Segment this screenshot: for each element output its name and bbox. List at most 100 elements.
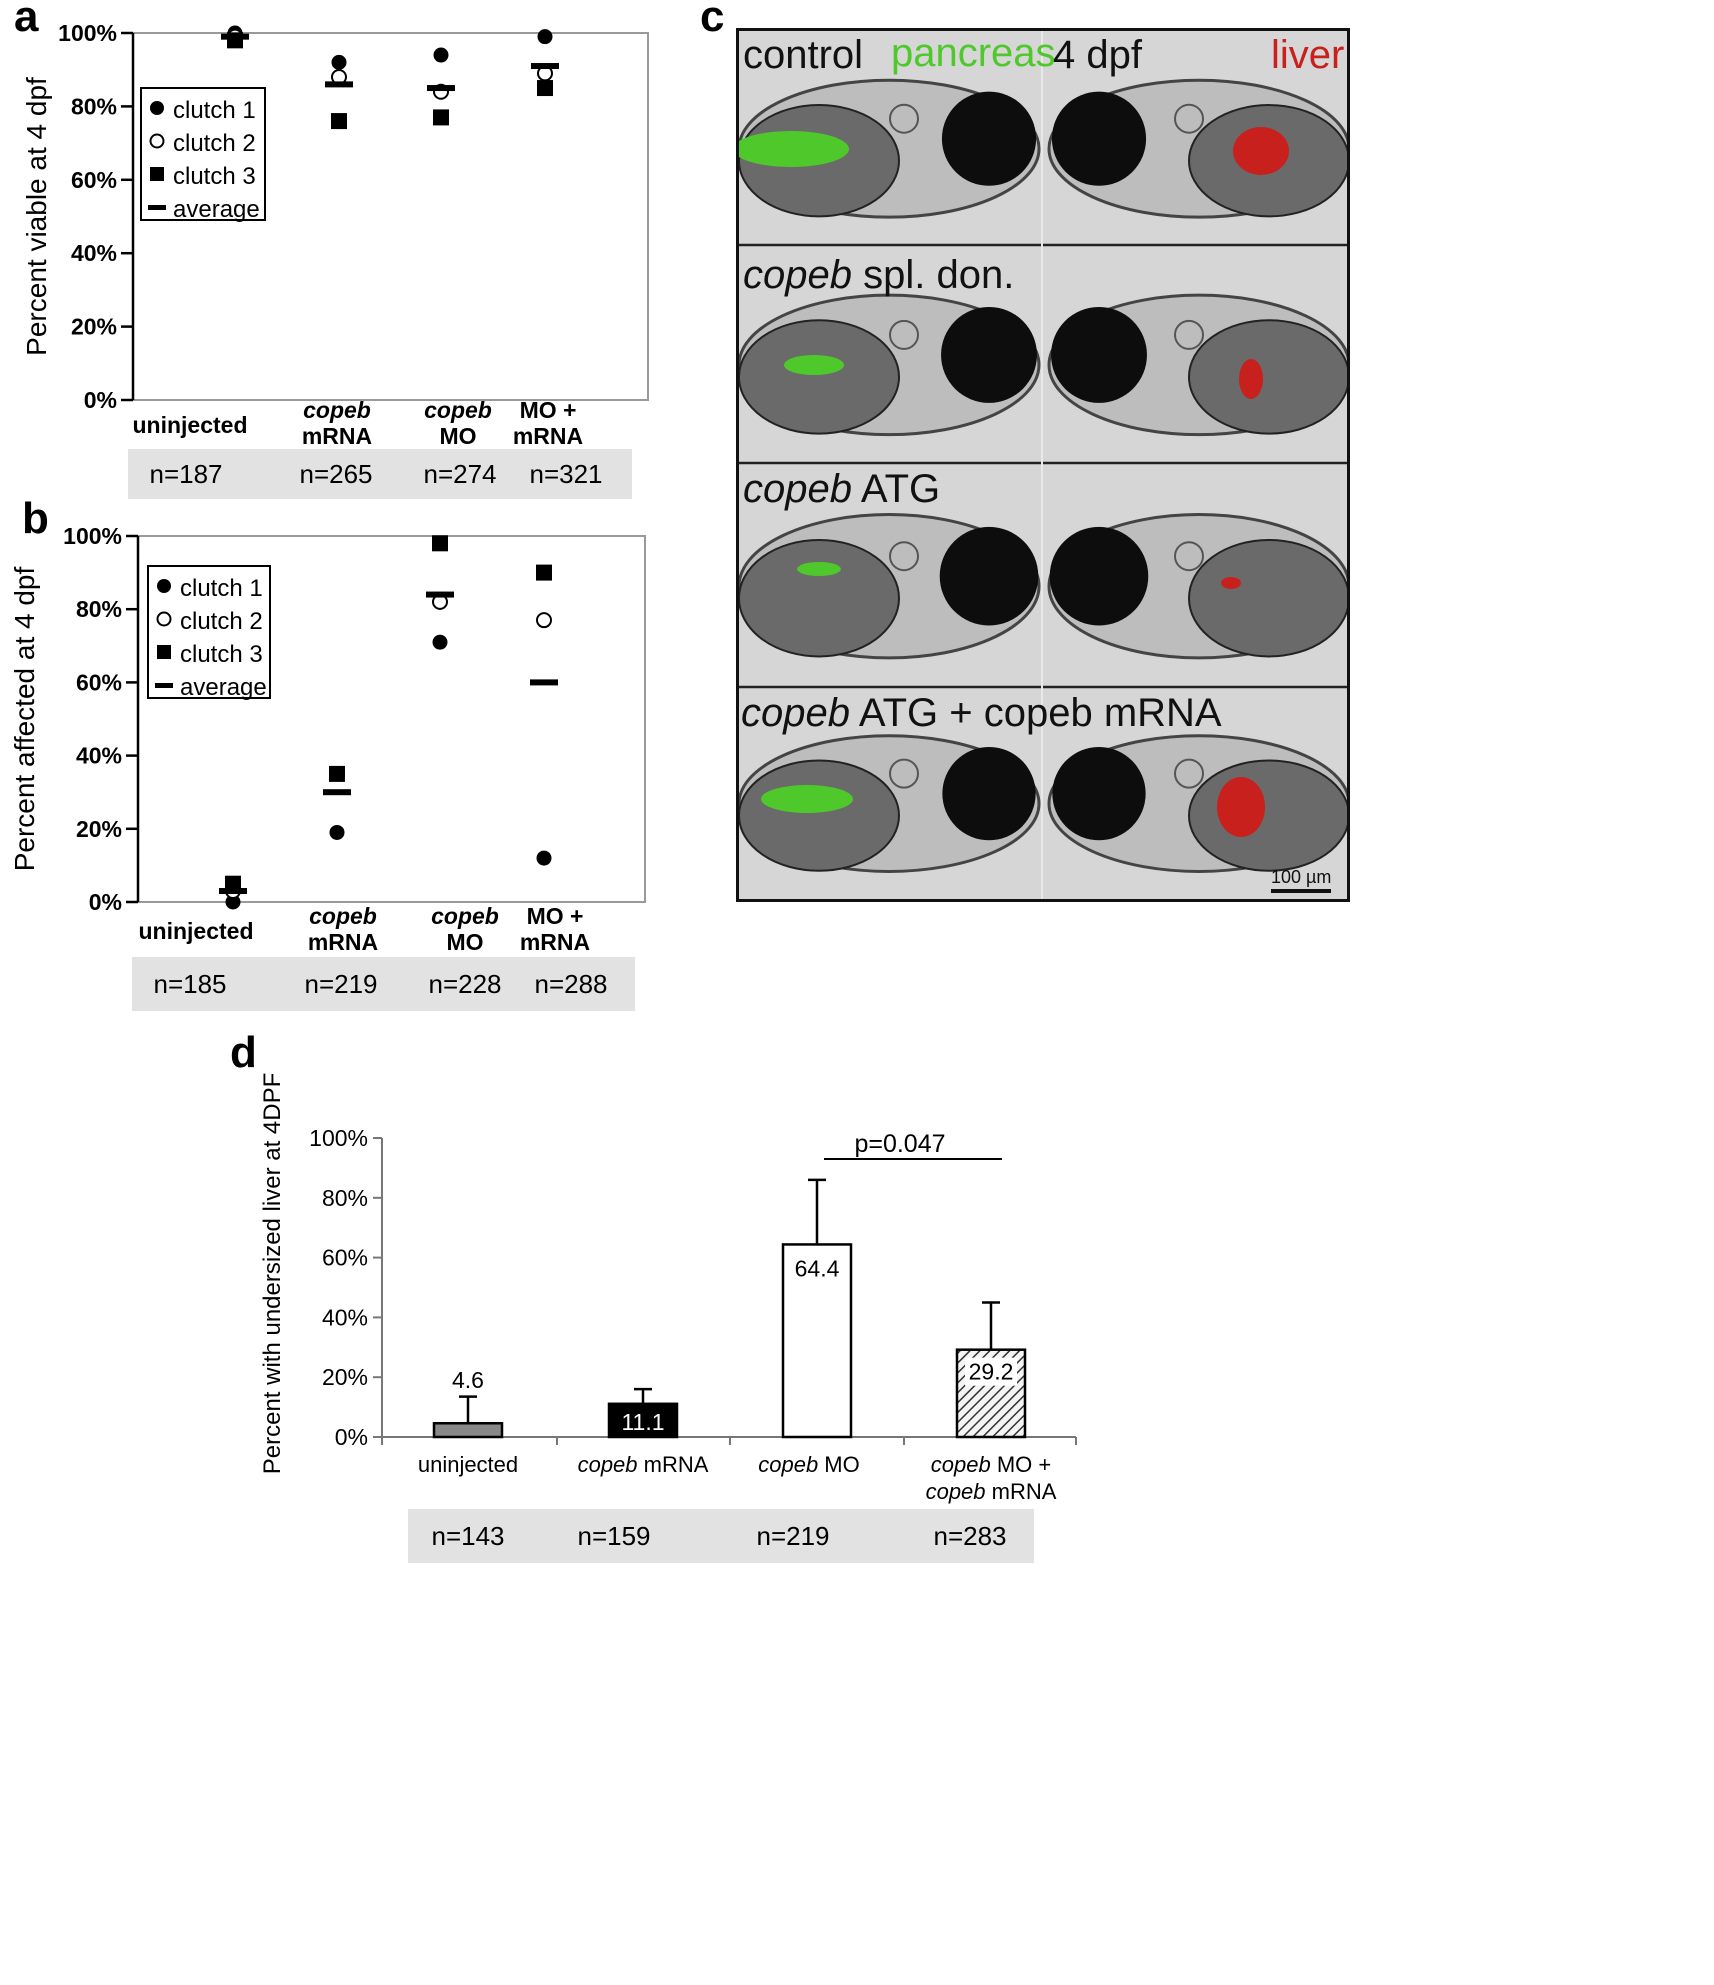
legend-label: clutch 2: [173, 130, 256, 157]
category-label-part: MO: [818, 1452, 860, 1477]
category-label: uninjected: [418, 1452, 518, 1477]
legend-label: clutch 1: [180, 575, 263, 602]
category-label-part: uninjected: [418, 1452, 518, 1477]
y-tick-label: 40%: [322, 1304, 368, 1330]
category-label: uninjected: [138, 918, 253, 944]
data-point-average: [531, 63, 559, 70]
image-row-label-3: copeb ATG + copeb mRNA: [741, 691, 1222, 736]
data-point-clutch-3: [331, 113, 347, 130]
row-3-treatment: ATG + copeb mRNA: [849, 691, 1222, 735]
liver-overlay-spl-don: [1239, 359, 1263, 399]
chart-d-undersized-liver: 0% 20% 40% 60% 80% 100% Percent with undersize…: [259, 1073, 1077, 1563]
y-tick-label: 80%: [322, 1185, 368, 1211]
embryo-right-yolk: [1188, 319, 1347, 435]
y-tick-label: 0%: [84, 387, 117, 413]
embryo-image-grid: [739, 31, 1347, 899]
data-point-clutch-3: [432, 535, 448, 552]
data-point-clutch-3: [329, 765, 345, 782]
y-tick-label: 80%: [76, 596, 122, 622]
category-label-part: MO +: [991, 1452, 1052, 1477]
category-label: MO +: [527, 903, 584, 929]
y-tick-label: 0%: [89, 889, 122, 915]
control-label: control: [743, 33, 864, 77]
liver-overlay-atg: [1221, 577, 1241, 589]
embryo-left-yolk: [739, 319, 900, 435]
data-point-clutch-3: [536, 564, 552, 581]
row-3-gene: copeb: [741, 691, 850, 735]
liver-overlay-control: [1233, 127, 1289, 175]
y-tick-label: 20%: [71, 314, 117, 340]
scale-bar-line: [1271, 889, 1331, 893]
legend-marker-clutch-1: [150, 101, 164, 115]
embryo-left-otic-vesicle: [889, 103, 919, 134]
embryo-right-eye: [1049, 526, 1149, 626]
liver-overlay-rescue: [1217, 777, 1265, 837]
legend-label: average: [173, 196, 260, 223]
pancreas-overlay-rescue: [761, 785, 853, 813]
legend-marker-clutch-1: [157, 579, 171, 593]
y-tick-label: 40%: [76, 743, 122, 769]
category-label: MO +: [520, 397, 577, 423]
legend-label: clutch 2: [180, 608, 263, 635]
data-point-average: [221, 33, 249, 40]
n-count: n=159: [577, 1521, 650, 1551]
embryo-right-otic-vesicle: [1174, 758, 1204, 789]
y-axis-label: Percent affected at 4 dpf: [9, 566, 40, 871]
pancreas-overlay-control: [739, 131, 849, 167]
n-count: n=143: [431, 1521, 504, 1551]
category-label: mRNA: [302, 423, 372, 449]
embryo-right-otic-vesicle: [1174, 541, 1204, 572]
data-point-average: [323, 789, 351, 796]
embryo-right-yolk: [1188, 759, 1347, 872]
n-table: [128, 449, 632, 499]
panel-letter-a: a: [14, 0, 39, 41]
category-label: copeb: [424, 397, 492, 423]
y-tick-label: 40%: [71, 240, 117, 266]
n-count: n=274: [423, 459, 496, 489]
n-count: n=265: [299, 459, 372, 489]
value-label-background: [965, 1357, 1017, 1386]
value-label: 4.6: [452, 1367, 484, 1393]
data-point-average: [530, 679, 558, 686]
row-2-treatment: ATG: [851, 467, 941, 511]
value-label: 11.1: [621, 1409, 664, 1435]
n-count: n=321: [529, 459, 602, 489]
category-label: MO: [446, 929, 483, 955]
pancreas-overlay-atg: [797, 562, 841, 576]
n-count: n=219: [756, 1521, 829, 1551]
data-point-clutch-3: [433, 109, 449, 126]
legend-label: average: [180, 674, 267, 701]
chart-a-viability: 0% 20% 40% 60% 80% 100% Percent viable at 4 dp…: [21, 20, 649, 499]
legend-marker-average: [155, 683, 173, 688]
category-label: uninjected: [132, 412, 247, 438]
pancreas-overlay-spl-don: [784, 355, 844, 375]
n-count: n=187: [149, 459, 222, 489]
row-1-treatment: spl. don.: [851, 253, 1015, 297]
category-label: copeb: [309, 903, 377, 929]
n-count: n=283: [933, 1521, 1006, 1551]
category-label: copeb MO +: [931, 1452, 1051, 1477]
category-label-part: mRNA: [638, 1452, 709, 1477]
data-point-clutch-1: [536, 850, 552, 866]
scale-bar: 100 µm: [1271, 867, 1331, 893]
legend-label: clutch 3: [180, 641, 263, 668]
embryo-left-otic-vesicle: [889, 319, 919, 350]
embryo-right-eye: [1051, 91, 1147, 186]
data-point-clutch-1: [433, 47, 449, 63]
row-1-gene: copeb: [743, 253, 852, 297]
significance-label: p=0.047: [854, 1130, 945, 1158]
y-tick-label: 80%: [71, 93, 117, 119]
data-point-average: [325, 81, 353, 88]
y-axis-label: Percent viable at 4 dpf: [21, 77, 52, 356]
embryo-left-eye: [941, 306, 1037, 403]
value-label: 29.2: [969, 1359, 1014, 1385]
data-point-clutch-1: [329, 824, 345, 840]
legend-marker-clutch-2: [156, 611, 172, 627]
bar: [432, 1421, 504, 1439]
liver-label: liver: [1271, 33, 1345, 77]
category-label-part: mRNA: [986, 1479, 1057, 1504]
category-label: copeb mRNA: [578, 1452, 709, 1477]
category-label: mRNA: [513, 423, 583, 449]
data-point-clutch-2: [536, 612, 552, 629]
chart-b-affected: 0% 20% 40% 60% 80% 100% Percent affected at 4 …: [9, 523, 646, 1011]
